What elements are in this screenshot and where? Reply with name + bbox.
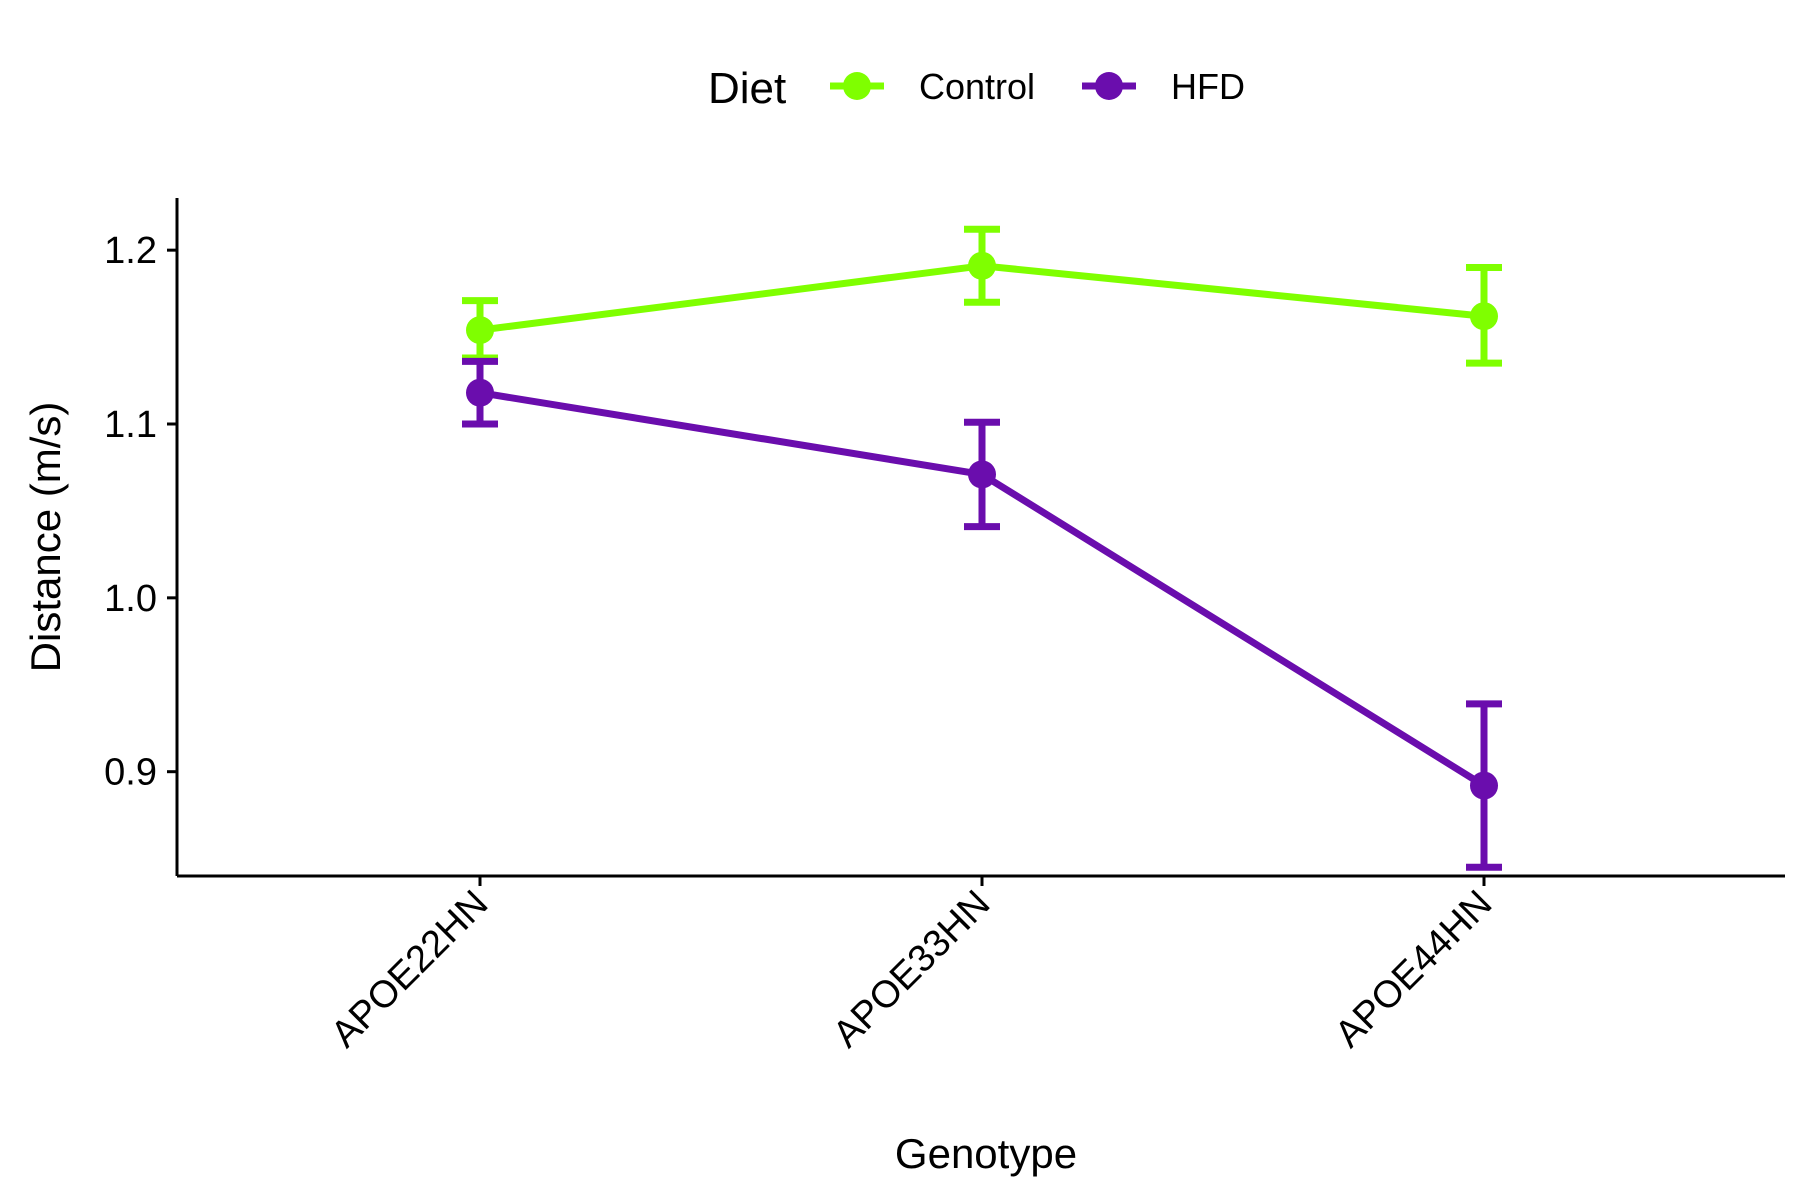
y-tick-label: 1.1 (104, 404, 157, 446)
y-axis-title: Distance (m/s) (22, 402, 69, 673)
legend-item-control: Control (830, 66, 1035, 107)
y-tick-label: 1.0 (104, 578, 157, 620)
legend-key-marker (1095, 72, 1123, 100)
legend-title: Diet (708, 64, 786, 113)
x-axis: APOE22HN APOE33HN APOE44HN (177, 874, 1785, 1056)
legend-key-marker (843, 72, 871, 100)
x-tick-label: APOE22HN (323, 883, 496, 1056)
x-axis-title: Genotype (895, 1130, 1077, 1177)
data-point (466, 378, 494, 407)
y-tick-label: 1.2 (104, 230, 157, 272)
data-point (466, 316, 494, 345)
data-point (968, 251, 996, 280)
data-point (1470, 302, 1498, 331)
series-hfd (462, 357, 1502, 871)
y-tick-label: 0.9 (104, 752, 157, 794)
legend-item-hfd: HFD (1082, 66, 1245, 107)
legend-label: HFD (1171, 66, 1245, 107)
series-control (462, 225, 1502, 367)
data-point (968, 460, 996, 489)
data-point (1470, 771, 1498, 800)
legend-label: Control (919, 66, 1035, 107)
x-tick-label: APOE44HN (1327, 883, 1500, 1056)
series-layer (462, 225, 1502, 871)
x-tick-label: APOE33HN (825, 883, 998, 1056)
plot-area: 0.9 1.0 1.1 1.2 APOE22HN APOE33HN APOE44HN (104, 198, 1785, 1056)
legend: Diet Control HFD (708, 64, 1245, 113)
y-axis: 0.9 1.0 1.1 1.2 (104, 198, 179, 876)
